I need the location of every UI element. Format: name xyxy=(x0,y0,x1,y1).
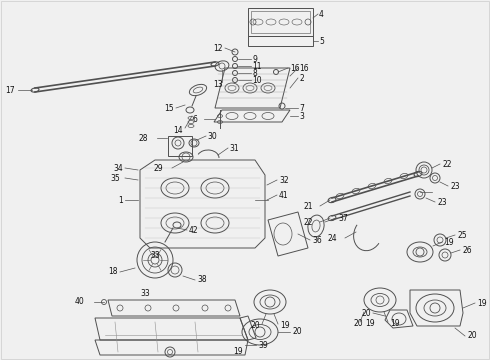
Text: 19: 19 xyxy=(366,320,375,328)
Text: 19: 19 xyxy=(444,238,454,247)
Text: 19: 19 xyxy=(390,320,400,328)
Text: 20: 20 xyxy=(362,309,371,318)
Text: 2: 2 xyxy=(299,73,304,82)
Text: 19: 19 xyxy=(233,347,243,356)
Bar xyxy=(251,11,310,33)
Text: 28: 28 xyxy=(139,134,148,143)
Text: 5: 5 xyxy=(319,36,324,45)
Text: 13: 13 xyxy=(213,80,223,89)
Bar xyxy=(248,36,313,46)
Text: 42: 42 xyxy=(189,225,198,234)
Bar xyxy=(248,8,313,36)
Text: 33: 33 xyxy=(140,289,150,298)
Text: 33: 33 xyxy=(150,252,160,261)
Text: 24: 24 xyxy=(327,234,337,243)
Text: 1: 1 xyxy=(118,195,123,204)
Text: 39: 39 xyxy=(258,341,268,350)
Text: 38: 38 xyxy=(197,275,207,284)
Text: 20: 20 xyxy=(250,321,260,330)
Text: 23: 23 xyxy=(437,198,446,207)
Text: 15: 15 xyxy=(164,104,173,113)
Text: 3: 3 xyxy=(299,112,304,121)
Text: 16: 16 xyxy=(290,63,299,72)
Text: 25: 25 xyxy=(457,230,466,239)
Text: 36: 36 xyxy=(312,235,322,244)
Bar xyxy=(168,136,192,156)
Text: 20: 20 xyxy=(292,328,302,337)
Text: 21: 21 xyxy=(303,202,313,211)
Text: 18: 18 xyxy=(108,267,118,276)
Text: 32: 32 xyxy=(279,176,289,185)
Text: 7: 7 xyxy=(299,104,304,113)
Text: 23: 23 xyxy=(450,181,460,190)
Text: 6: 6 xyxy=(192,114,197,123)
Text: 12: 12 xyxy=(213,44,222,53)
Text: 29: 29 xyxy=(153,163,163,172)
Text: 17: 17 xyxy=(5,86,15,95)
Text: 9: 9 xyxy=(252,54,257,63)
Text: 16: 16 xyxy=(299,63,309,72)
Text: 30: 30 xyxy=(207,131,217,140)
Text: 35: 35 xyxy=(110,174,120,183)
Text: 26: 26 xyxy=(462,246,472,255)
Text: 19: 19 xyxy=(477,298,487,307)
Text: 14: 14 xyxy=(173,126,183,135)
Text: 4: 4 xyxy=(319,9,324,18)
Text: 19: 19 xyxy=(280,321,290,330)
Text: 34: 34 xyxy=(113,163,123,172)
Text: 40: 40 xyxy=(74,297,84,306)
Text: 22: 22 xyxy=(303,217,313,226)
Text: 20: 20 xyxy=(353,320,363,328)
Text: 10: 10 xyxy=(252,76,262,85)
Text: 20: 20 xyxy=(467,332,477,341)
Text: 31: 31 xyxy=(229,144,239,153)
Text: 37: 37 xyxy=(338,213,348,222)
Text: 8: 8 xyxy=(252,68,257,77)
Text: 11: 11 xyxy=(252,62,262,71)
Text: 22: 22 xyxy=(442,159,451,168)
Text: 41: 41 xyxy=(279,190,289,199)
